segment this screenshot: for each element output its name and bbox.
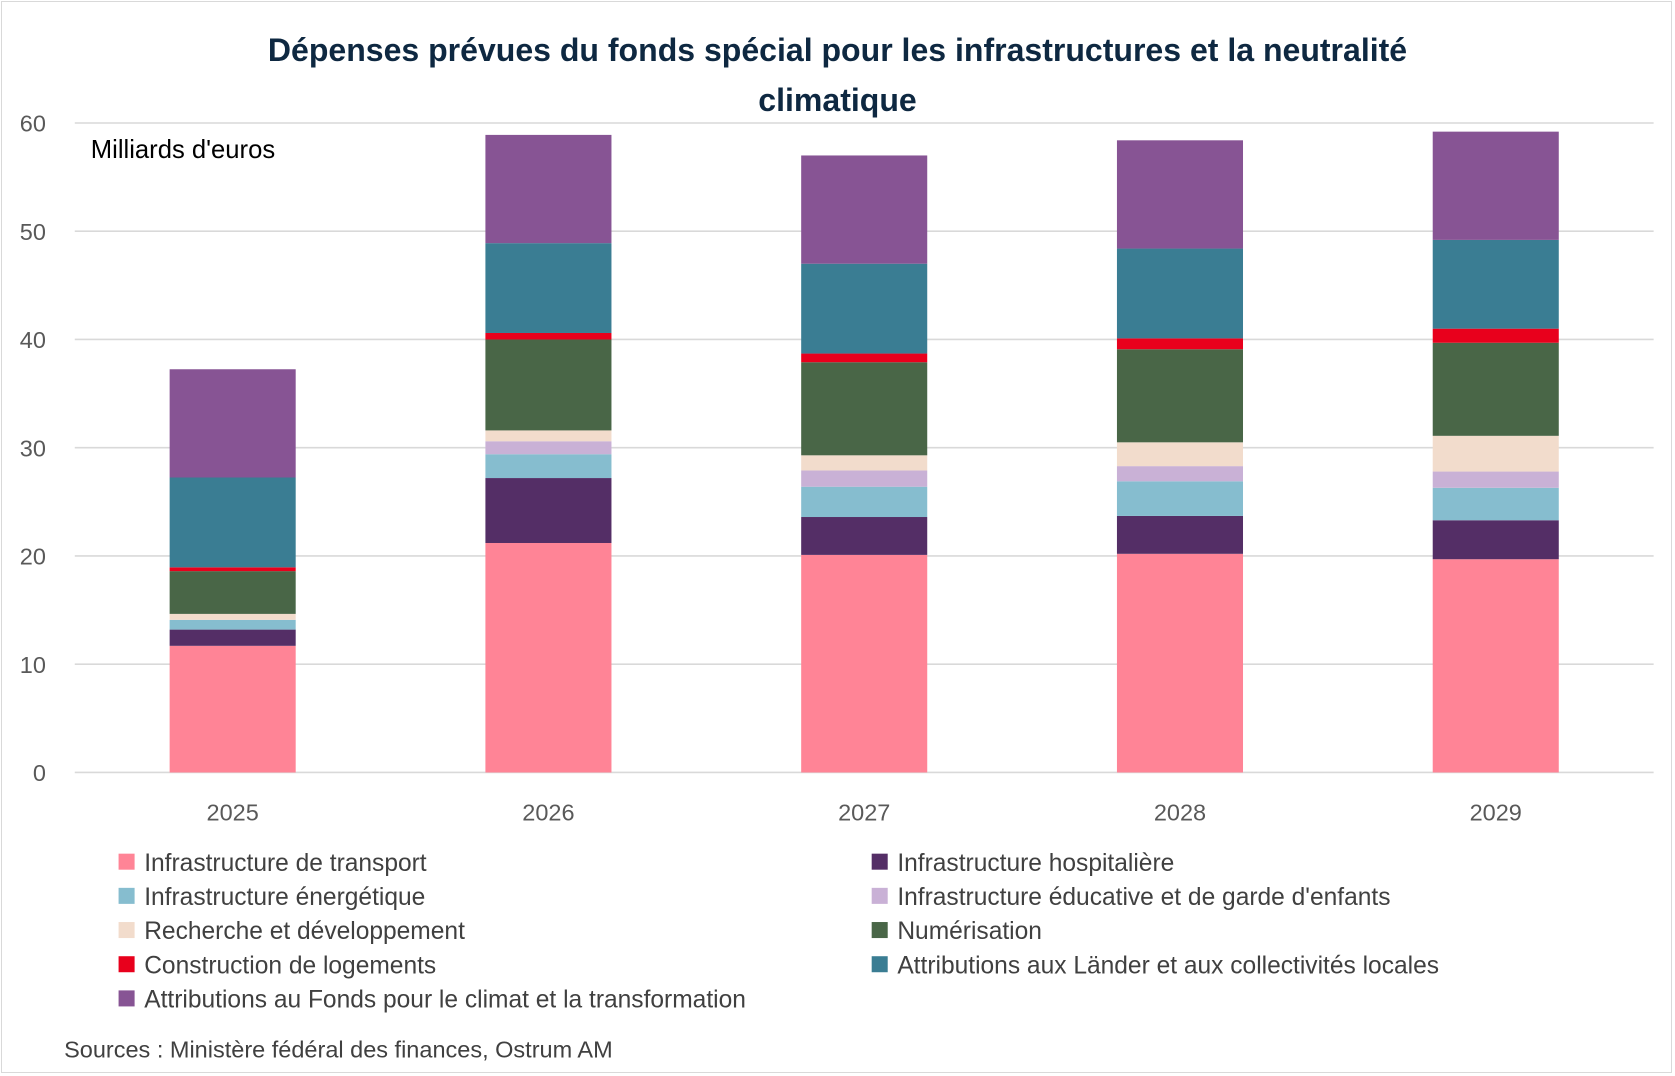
unit-label: Milliards d'euros	[91, 136, 275, 164]
legend-label: Infrastructure éducative et de garde d'e…	[897, 884, 1390, 911]
bar-segment	[169, 619, 296, 630]
bar-segment	[801, 517, 928, 555]
x-tick-label: 2026	[522, 800, 574, 826]
legend: Infrastructure de transport Infrastructur…	[118, 850, 1439, 1013]
bar-segment	[801, 470, 928, 487]
bar-segment	[1432, 435, 1559, 472]
bar-segment	[1116, 349, 1244, 443]
x-tick-label: 2027	[838, 800, 890, 826]
legend-swatch	[118, 853, 135, 870]
bar-segment	[169, 629, 296, 646]
legend-swatch	[871, 853, 888, 870]
bar-segment	[169, 567, 296, 572]
legend-label: Infrastructure de transport	[144, 850, 427, 877]
bars	[169, 131, 1559, 773]
bar-segment	[485, 430, 612, 442]
bar-segment	[485, 542, 612, 773]
source-note: Sources : Ministère fédéral des finances…	[64, 1037, 613, 1063]
bar-segment	[1432, 487, 1559, 521]
legend-label: Attributions au Fonds pour le climat et …	[144, 986, 746, 1013]
legend-label: Infrastructure hospitalière	[897, 850, 1174, 877]
bar-segment	[169, 369, 296, 478]
legend-label: Recherche et développement	[144, 918, 465, 945]
y-tick-label: 60	[20, 111, 46, 137]
bar-segment	[485, 134, 612, 244]
bar-segment	[801, 353, 928, 363]
y-tick-label: 30	[20, 435, 46, 461]
legend-swatch	[871, 956, 888, 973]
bar-segment	[1116, 338, 1244, 350]
bar-segment	[1432, 131, 1559, 240]
bar-segment	[169, 613, 296, 620]
bar-segment	[1116, 466, 1244, 482]
legend-swatch	[118, 887, 135, 904]
bar-segment	[485, 339, 612, 431]
bar-segment	[485, 243, 612, 333]
bar-segment	[1432, 471, 1559, 488]
bar-segment	[485, 332, 612, 340]
bar-segment	[485, 441, 612, 455]
x-tick-label: 2025	[207, 800, 259, 826]
bar-segment	[801, 554, 928, 773]
legend-label: Attributions aux Länder et aux collectiv…	[897, 952, 1439, 979]
chart-title-line-1: Dépenses prévues du fonds spécial pour l…	[268, 32, 1407, 68]
legend-swatch	[118, 990, 135, 1007]
legend-label: Construction de logements	[144, 952, 436, 979]
legend-swatch	[871, 922, 888, 939]
bar-segment	[1116, 442, 1244, 467]
legend-label: Infrastructure énergétique	[144, 884, 425, 911]
bar-segment	[1116, 140, 1244, 249]
bar-segment	[801, 362, 928, 456]
y-tick-label: 0	[33, 760, 46, 786]
y-tick-label: 20	[20, 544, 46, 570]
bar-segment	[1116, 248, 1244, 339]
legend-swatch	[871, 887, 888, 904]
bar-segment	[1432, 520, 1559, 560]
y-tick-label: 50	[20, 219, 46, 245]
x-tick-label: 2029	[1470, 800, 1522, 826]
bar-segment	[169, 571, 296, 614]
bar-segment	[485, 454, 612, 479]
bar-segment	[801, 155, 928, 264]
x-tick-label: 2028	[1154, 800, 1206, 826]
bar-segment	[1116, 481, 1244, 516]
bar-segment	[1432, 559, 1559, 773]
bar-segment	[1116, 515, 1244, 554]
bar-segment	[801, 486, 928, 518]
bar-segment	[1432, 239, 1559, 329]
bar-segment	[169, 477, 296, 568]
bar-segment	[801, 263, 928, 354]
legend-swatch	[118, 922, 135, 939]
bar-segment	[169, 645, 296, 773]
bar-segment	[1116, 553, 1244, 773]
bar-segment	[1432, 342, 1559, 436]
y-tick-label: 40	[20, 327, 46, 353]
x-axis-ticks: 2025 2026 2027 2028 2029	[207, 800, 1522, 826]
bar-segment	[1432, 328, 1559, 343]
bar-segment	[801, 455, 928, 471]
chart-title-line-2: climatique	[758, 82, 916, 118]
bar-segment	[485, 478, 612, 543]
y-tick-label: 10	[20, 652, 46, 678]
y-axis-ticks: 0 10 20 30 40 50 60	[20, 111, 46, 786]
legend-swatch	[118, 956, 135, 973]
legend-label: Numérisation	[897, 918, 1042, 945]
